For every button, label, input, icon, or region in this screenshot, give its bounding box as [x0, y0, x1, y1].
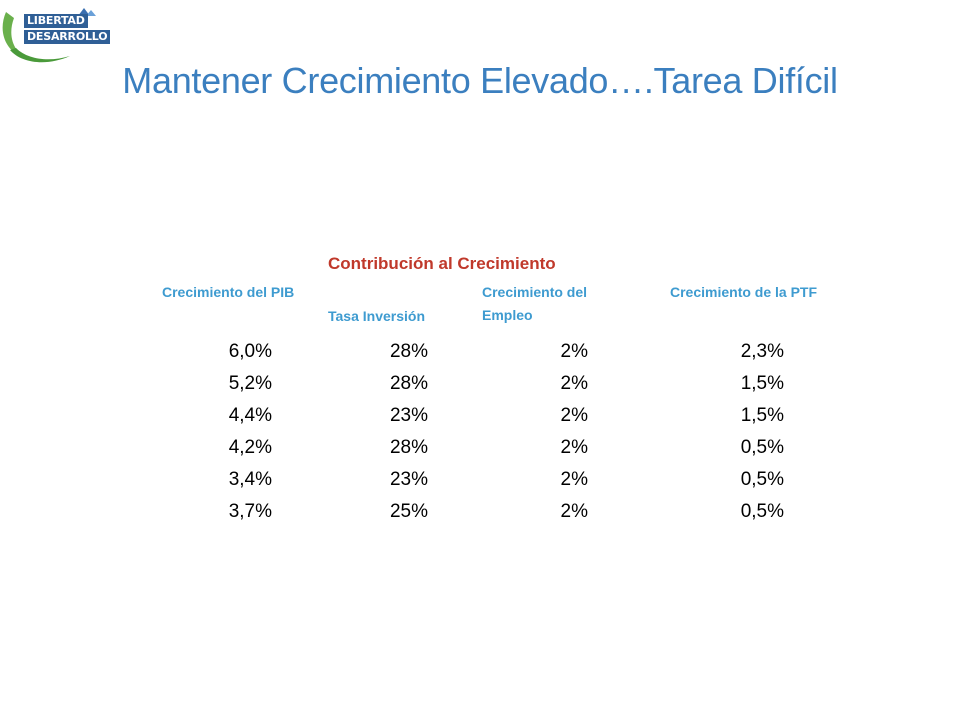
column-pib: 6,0% 5,2% 4,4% 4,2% 3,4% 3,7%: [172, 336, 272, 528]
table-cell-inversion: 28%: [389, 437, 428, 458]
column-inversion: 28% 28% 23% 28% 23% 25%: [328, 336, 428, 528]
table-cell-empleo: 2%: [560, 341, 588, 362]
table-cell-ptf: 0,5%: [740, 501, 784, 522]
table-cell-ptf: 1,5%: [740, 405, 784, 426]
table-cell-inversion: 25%: [389, 501, 428, 522]
table-cell-empleo: 2%: [560, 469, 588, 490]
header-ptf: Crecimiento de la PTF: [670, 284, 818, 300]
table-cell-ptf: 2,3%: [740, 341, 784, 362]
table-cell-empleo: 2%: [560, 437, 588, 458]
table-cell-empleo: 2%: [560, 373, 588, 394]
table-cell-inversion: 23%: [389, 405, 428, 426]
table-cell-ptf: 0,5%: [740, 437, 784, 458]
table-cell-pib: 4,4%: [228, 405, 272, 426]
header-empleo: Crecimiento del Empleo: [482, 284, 588, 323]
table-cell-pib: 6,0%: [228, 341, 272, 362]
logo-text-line2: DESARROLLO: [24, 30, 111, 44]
table-cell-pib: 3,7%: [228, 501, 272, 522]
table-cell-pib: 4,2%: [228, 437, 272, 458]
page-title: Mantener Crecimiento Elevado….Tarea Difí…: [122, 60, 838, 101]
contribution-group-header: Contribución al Crecimiento: [328, 254, 556, 273]
table-cell-empleo: 2%: [560, 501, 588, 522]
libertad-desarrollo-logo: LIBERTAD DESARROLLO: [0, 0, 111, 68]
table-cell-empleo: 2%: [560, 405, 588, 426]
column-ptf: 2,3% 1,5% 1,5% 0,5% 0,5% 0,5%: [684, 336, 784, 528]
header-inversion: Tasa Inversión: [328, 308, 426, 324]
column-empleo: 2% 2% 2% 2% 2% 2%: [488, 336, 588, 528]
header-pib: Crecimiento del PIB: [162, 284, 295, 300]
table-cell-inversion: 28%: [389, 373, 428, 394]
table-cell-ptf: 0,5%: [740, 469, 784, 490]
table-cell-pib: 3,4%: [228, 469, 272, 490]
table-cell-inversion: 23%: [389, 469, 428, 490]
table-cell-inversion: 28%: [389, 341, 428, 362]
logo-text-line1: LIBERTAD: [24, 14, 88, 28]
table-cell-pib: 5,2%: [228, 373, 272, 394]
table-cell-ptf: 1,5%: [740, 373, 784, 394]
